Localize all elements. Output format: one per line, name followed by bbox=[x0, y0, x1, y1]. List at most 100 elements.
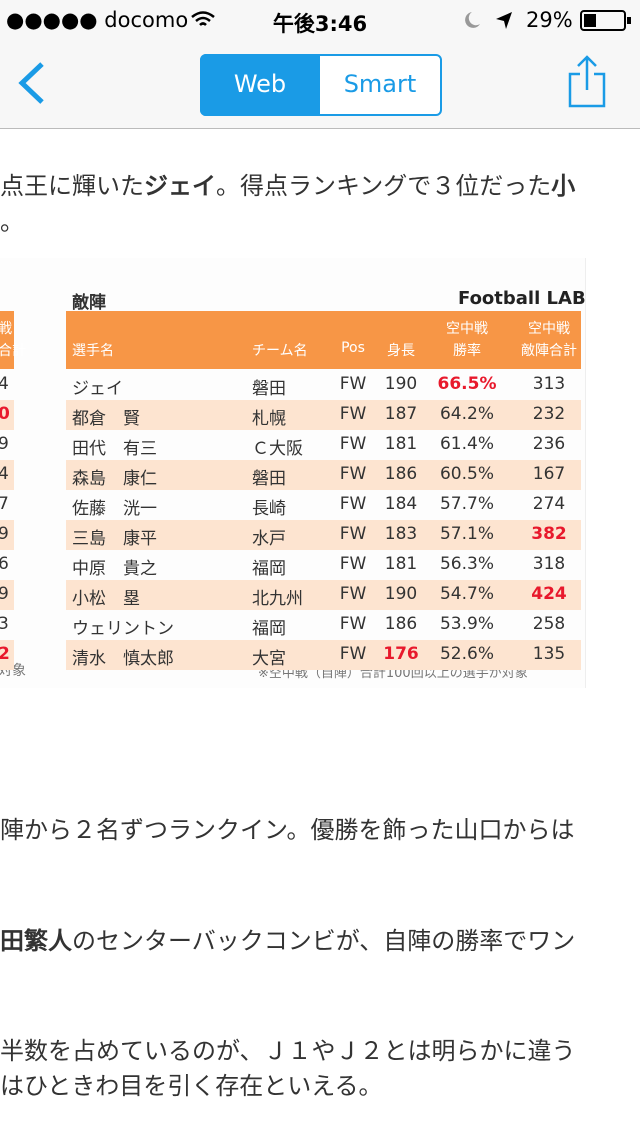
row-bg bbox=[0, 640, 14, 670]
table-cell: 186 bbox=[384, 614, 418, 634]
table-cell: FW bbox=[339, 434, 367, 454]
table-cell: 7 bbox=[0, 494, 9, 514]
table-cell: 424 bbox=[531, 584, 567, 604]
table-cell: 176 bbox=[383, 644, 419, 664]
column-header: 合計 bbox=[0, 343, 26, 359]
table-cell: 9 bbox=[0, 584, 9, 604]
table-cell: 6 bbox=[0, 554, 9, 574]
table-cell: 57.1% bbox=[439, 524, 494, 544]
table-cell: 60.5% bbox=[439, 464, 494, 484]
table-cell: 長崎 bbox=[252, 499, 286, 519]
column-header: 戦 bbox=[0, 321, 12, 337]
table-cell: 9 bbox=[0, 434, 9, 454]
table-cell: 57.7% bbox=[439, 494, 494, 514]
table-cell: 167 bbox=[532, 464, 566, 484]
text: のセンターバックコンビが、自陣の勝率でワン bbox=[72, 927, 576, 955]
table-cell: 53.9% bbox=[439, 614, 494, 634]
table-cell: Ｃ大阪 bbox=[252, 439, 303, 459]
table-cell: 都倉 賢 bbox=[72, 409, 140, 429]
wifi-icon bbox=[191, 11, 215, 26]
row-bg bbox=[0, 580, 14, 610]
battery-percent: 29% bbox=[526, 8, 573, 32]
table-cell: 236 bbox=[532, 434, 566, 454]
carrier: ●●●●● docomo bbox=[6, 8, 189, 32]
segment-web[interactable]: Web bbox=[200, 54, 320, 116]
bold-text: 小 bbox=[551, 172, 576, 200]
segment-smart[interactable]: Smart bbox=[343, 70, 417, 98]
table-cell: ウェリントン bbox=[72, 619, 174, 639]
table-cell: 中原 貴之 bbox=[72, 559, 157, 579]
table-cell: 382 bbox=[531, 524, 567, 544]
table-cell: 183 bbox=[384, 524, 418, 544]
table-cell: FW bbox=[339, 464, 367, 484]
table-cell: 318 bbox=[532, 554, 566, 574]
table-cell: 2 bbox=[0, 644, 10, 664]
table-cell: 佐藤 洸一 bbox=[72, 499, 157, 519]
bold-text: ジェイ bbox=[144, 172, 216, 200]
time: 午後3:46 bbox=[272, 12, 368, 36]
table-cell: 福岡 bbox=[252, 559, 286, 579]
table-cell: FW bbox=[339, 614, 367, 634]
table-cell: 田代 有三 bbox=[72, 439, 157, 459]
table-cell: 水戸 bbox=[252, 529, 286, 549]
table-cell: 66.5% bbox=[437, 374, 497, 394]
text: 。得点ランキングで３位だった bbox=[216, 172, 552, 200]
bold-text: 田繁人 bbox=[0, 927, 72, 955]
table-cell: 磐田 bbox=[252, 469, 286, 489]
table-cell: FW bbox=[339, 374, 367, 394]
row-bg bbox=[66, 400, 581, 430]
table-cell: 313 bbox=[532, 374, 566, 394]
table-image: 敵陣 Football LAB 対象 ※空中戦（自陣）合計100回以上の選手が対… bbox=[0, 258, 586, 688]
row-bg bbox=[66, 580, 581, 610]
table-cell: 135 bbox=[532, 644, 566, 664]
row-bg bbox=[66, 640, 581, 670]
table-cell: 61.4% bbox=[439, 434, 494, 454]
row-bg bbox=[0, 400, 14, 430]
table-cell: 187 bbox=[384, 404, 418, 424]
table-cell: 190 bbox=[384, 584, 418, 604]
column-header: 空中戦 bbox=[528, 321, 570, 337]
table-cell: 札幌 bbox=[252, 409, 286, 429]
table-cell: 258 bbox=[532, 614, 566, 634]
table-cell: 64.2% bbox=[439, 404, 494, 424]
paragraph-line: 。 bbox=[0, 208, 24, 236]
row-bg bbox=[0, 520, 14, 550]
table-cell: 181 bbox=[384, 434, 418, 454]
paragraph: 点王に輝いたジェイ。得点ランキングで３位だった小 bbox=[0, 166, 575, 201]
back-button[interactable] bbox=[14, 60, 50, 106]
paragraph: 田繁人のセンターバックコンビが、自陣の勝率でワン bbox=[0, 921, 575, 956]
column-header: 空中戦 bbox=[446, 321, 488, 337]
table-cell: 4 bbox=[0, 464, 9, 484]
table-cell: 福岡 bbox=[252, 619, 286, 639]
header-bg bbox=[0, 311, 14, 369]
share-button[interactable] bbox=[566, 54, 610, 110]
table-cell: 274 bbox=[532, 494, 566, 514]
table-cell: 4 bbox=[0, 374, 9, 394]
table-cell: FW bbox=[339, 494, 367, 514]
table-cell: FW bbox=[339, 644, 367, 664]
table-cell: FW bbox=[339, 554, 367, 574]
column-header: Pos bbox=[341, 340, 365, 356]
table-cell: 森島 康仁 bbox=[72, 469, 157, 489]
table-cell: 3 bbox=[0, 614, 9, 634]
column-header: 敵陣合計 bbox=[521, 343, 577, 359]
table-cell: 52.6% bbox=[439, 644, 494, 664]
table-title: 敵陣 bbox=[72, 293, 106, 313]
table-cell: 磐田 bbox=[252, 379, 286, 399]
table-cell: 184 bbox=[384, 494, 418, 514]
row-bg bbox=[66, 520, 581, 550]
brand: Football LAB bbox=[458, 288, 586, 309]
table-cell: 清水 慎太郎 bbox=[72, 649, 174, 669]
table-cell: FW bbox=[339, 404, 367, 424]
column-header: チーム名 bbox=[252, 343, 308, 359]
battery-icon bbox=[580, 10, 631, 31]
column-header: 選手名 bbox=[72, 343, 114, 359]
paragraph: 陣から２名ずつランクイン。優勝を飾った山口からは bbox=[0, 816, 575, 844]
table-cell: 232 bbox=[532, 404, 566, 424]
table-cell: ジェイ bbox=[72, 379, 123, 399]
row-bg bbox=[0, 460, 14, 490]
column-header: 勝率 bbox=[453, 343, 481, 359]
table-cell: 56.3% bbox=[439, 554, 494, 574]
table-cell: 181 bbox=[384, 554, 418, 574]
